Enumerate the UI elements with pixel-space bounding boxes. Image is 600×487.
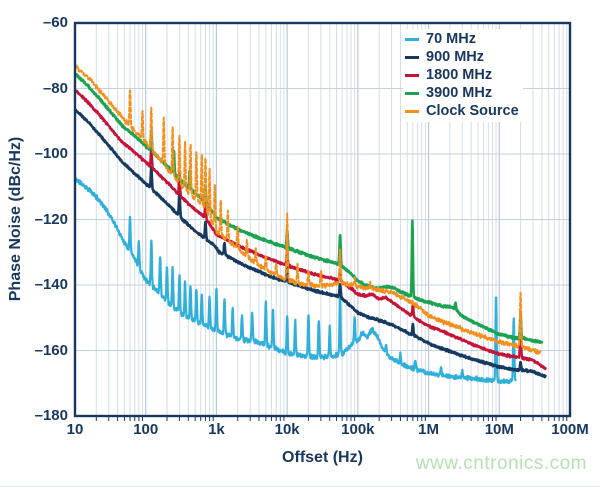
legend-swatch-icon — [405, 109, 419, 113]
legend-item: 70 MHz — [405, 30, 519, 48]
y-tick-label: –120 — [34, 210, 68, 228]
x-tick-label: 10M — [484, 421, 514, 438]
legend-label: 70 MHz — [426, 31, 476, 47]
x-axis-title: Offset (Hz) — [282, 449, 363, 466]
watermark-text: www.cntronics.com — [415, 453, 587, 474]
legend-label: Clock Source — [426, 103, 519, 119]
x-tick-label: 100 — [133, 421, 159, 438]
legend-swatch-icon — [405, 55, 419, 59]
legend-label: 1800 MHz — [426, 67, 493, 83]
y-tick-label: –100 — [34, 145, 68, 162]
x-tick-label: 10 — [66, 421, 84, 438]
legend-swatch-icon — [405, 37, 419, 41]
y-tick-label: –60 — [42, 14, 68, 31]
series-curve-70-mhz — [75, 176, 517, 385]
legend-item: 3900 MHz — [405, 84, 519, 102]
series-curve-900-mhz — [75, 108, 547, 379]
series-curve-clock-source — [75, 64, 542, 355]
y-tick-label: –180 — [34, 407, 68, 424]
x-tick-label: 10k — [274, 421, 300, 438]
legend-label: 3900 MHz — [426, 85, 493, 101]
x-tick-label: 100k — [341, 421, 375, 438]
legend-item: Clock Source — [405, 102, 519, 120]
legend-swatch-icon — [405, 73, 419, 77]
y-tick-label: –80 — [42, 79, 68, 97]
x-tick-label: 1k — [208, 421, 225, 438]
legend: 70 MHz 900 MHz 1800 MHz 3900 MHz Clock Sourc… — [403, 29, 523, 122]
legend-swatch-icon — [405, 91, 419, 95]
x-tick-label: 1M — [418, 421, 439, 438]
y-tick-label: –160 — [34, 341, 68, 359]
x-tick-label: 100M — [551, 421, 589, 438]
legend-item: 900 MHz — [405, 48, 519, 66]
series-curve-1800-mhz — [75, 88, 547, 371]
legend-item: 1800 MHz — [405, 66, 519, 84]
y-tick-label: –140 — [34, 276, 68, 293]
legend-label: 900 MHz — [426, 49, 485, 65]
